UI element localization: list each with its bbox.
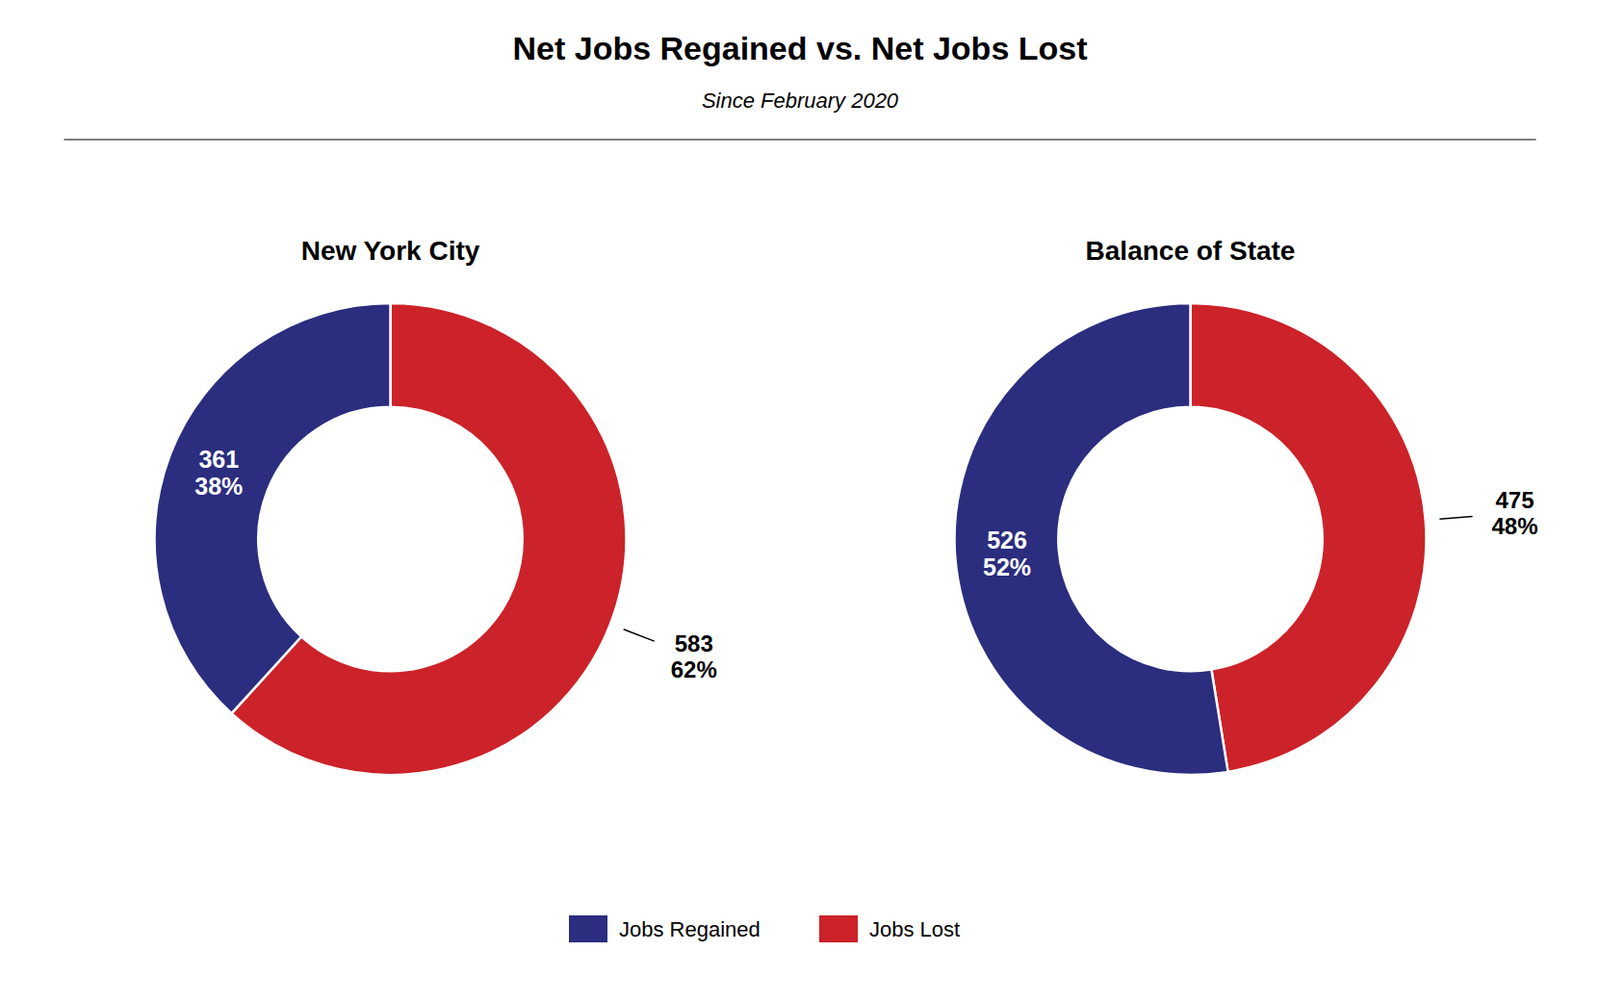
legend-label: Jobs Lost (869, 917, 960, 942)
legend: Jobs Regained Jobs Lost (568, 915, 960, 943)
slices (154, 303, 626, 775)
donut-chart: New York City 58362% 36138% (154, 235, 717, 775)
share-label: 62% (670, 656, 718, 683)
legend-label: Jobs Regained (619, 917, 761, 942)
separator (63, 138, 1536, 140)
value-label: 526 (986, 526, 1028, 554)
legend-swatch (568, 915, 608, 943)
share-label: 48% (1491, 513, 1538, 540)
legend-swatch (819, 915, 858, 943)
data-label: 36138% (194, 445, 243, 500)
share-label: 52% (982, 553, 1032, 581)
chart-title: New York City (301, 235, 481, 266)
slice (1190, 303, 1427, 773)
legend-item: Jobs Regained (568, 915, 761, 943)
title: Net Jobs Regained vs. Net Jobs Lost (512, 29, 1087, 67)
value-label: 583 (674, 630, 714, 657)
chart-title: Balance of State (1085, 235, 1296, 266)
slices (954, 303, 1426, 775)
label-pointer (623, 629, 655, 642)
donut-chart: Balance of State 47548% 52652% (954, 235, 1538, 775)
value-label: 361 (198, 445, 239, 473)
value-label: 475 (1495, 487, 1534, 514)
figure: Net Jobs Regained vs. Net Jobs Lost Since… (0, 0, 1600, 1003)
subtitle: Since February 2020 (701, 88, 900, 113)
slice (954, 303, 1228, 775)
data-label: 47548% (1491, 487, 1538, 539)
label-pointer (1439, 516, 1472, 519)
data-label: 52652% (982, 526, 1032, 581)
slice (154, 303, 390, 714)
share-label: 38% (194, 472, 243, 500)
legend-item: Jobs Lost (819, 915, 960, 943)
data-label: 58362% (670, 630, 718, 682)
